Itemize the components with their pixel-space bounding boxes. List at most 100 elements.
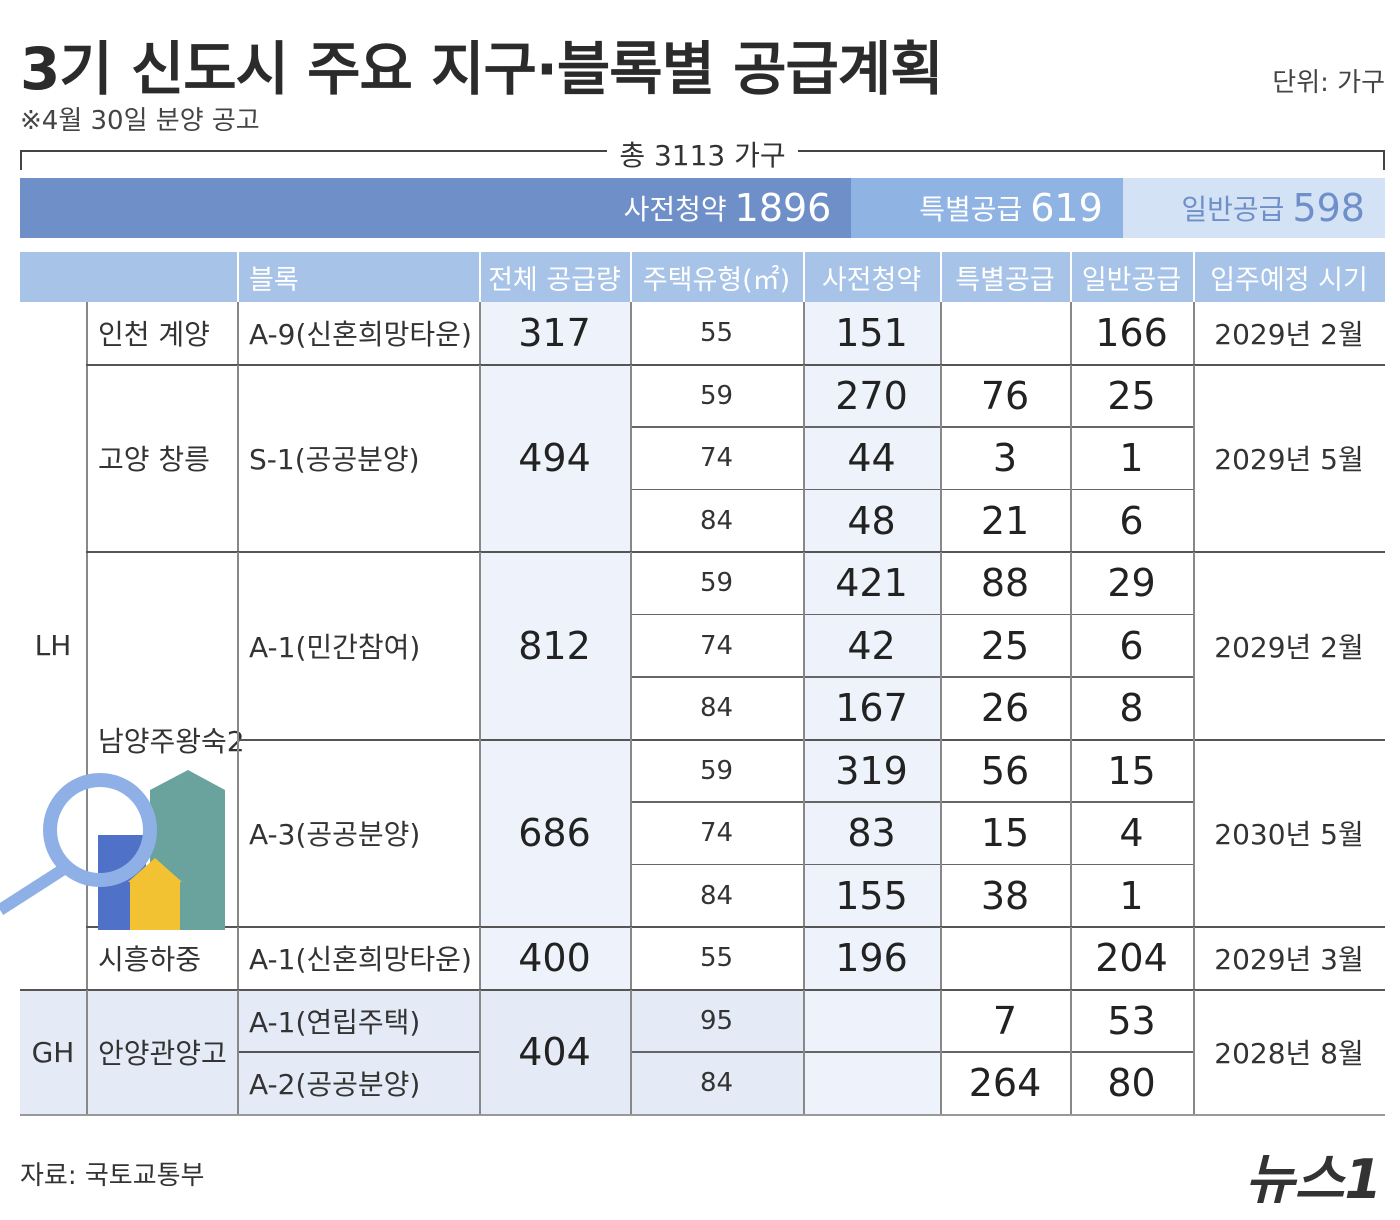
table-cell: 38 — [980, 873, 1030, 918]
table-cell: A-3(공공분양) — [249, 818, 421, 852]
column-header: 사전청약 — [821, 264, 922, 296]
table-cell: 15 — [980, 811, 1030, 856]
column-rule — [237, 364, 239, 552]
title: 3기 신도시 주요 지구·블록별 공급계획 — [20, 35, 944, 103]
table-cell: A-9(신혼희망타운) — [249, 318, 472, 352]
table-cell: 21 — [980, 498, 1030, 543]
header-divider — [940, 252, 942, 302]
table-cell: 166 — [1095, 311, 1168, 356]
table-cell: 1 — [1119, 873, 1144, 918]
column-rule — [803, 927, 805, 990]
table-cell: 59 — [699, 568, 734, 599]
table-cell: 55 — [699, 318, 734, 349]
column-header: 일반공급 — [1081, 264, 1182, 296]
summary-bar: 사전청약 1896 특별공급 619 일반공급 598 — [20, 178, 1385, 238]
table-cell: 2029년 3월 — [1214, 943, 1364, 977]
column-header: 블록 — [249, 264, 299, 296]
table-cell: 2029년 5월 — [1214, 443, 1364, 477]
column-rule — [479, 552, 481, 927]
table-cell: 319 — [835, 748, 908, 793]
block-separator — [237, 738, 1385, 741]
table-cell: 95 — [699, 1005, 734, 1036]
unit: 단위: 가구 — [1272, 68, 1385, 98]
segment-value: 619 — [1030, 186, 1103, 230]
column-rule — [803, 989, 805, 1115]
segment-value: 1896 — [734, 186, 832, 230]
column-rule — [86, 989, 88, 1115]
table-cell: GH — [31, 1035, 75, 1069]
column-rule — [237, 552, 239, 927]
column-rule — [630, 927, 632, 990]
note: ※4월 30일 분양 공고 — [20, 106, 260, 136]
table-cell: A-1(신혼희망타운) — [249, 943, 472, 977]
table-cell: 421 — [835, 561, 908, 606]
table-cell: 74 — [699, 443, 734, 474]
unit-separator — [630, 863, 1193, 865]
table-cell: 80 — [1107, 1061, 1156, 1106]
column-rule — [1070, 364, 1072, 552]
table-cell: A-2(공공분양) — [249, 1068, 421, 1102]
header-divider — [1193, 252, 1195, 302]
logo: 뉴스1 — [1245, 1148, 1382, 1211]
segment-value: 598 — [1292, 186, 1365, 230]
table-cell: 84 — [699, 1068, 734, 1099]
table-cell: 55 — [699, 943, 734, 974]
table-cell: 6 — [1119, 498, 1144, 543]
table-cell: 시흥하중 — [98, 943, 202, 977]
table-cell: 151 — [835, 311, 908, 356]
column-rule — [940, 302, 942, 365]
district-separator — [86, 363, 1385, 366]
column-rule — [1070, 927, 1072, 990]
column-rule — [1193, 364, 1195, 552]
table-cell: 812 — [518, 623, 591, 668]
table-cell: 25 — [1107, 373, 1156, 418]
table-cell: 155 — [835, 873, 908, 918]
column-rule — [1193, 552, 1195, 927]
column-rule — [630, 302, 632, 365]
table-cell: 고양 창릉 — [98, 443, 210, 477]
table-cell: A-1(민간참여) — [249, 630, 421, 664]
table-cell: 15 — [1107, 748, 1156, 793]
column-rule — [479, 927, 481, 990]
table-cell: 167 — [835, 686, 908, 731]
column-rule — [940, 552, 942, 927]
segment-label: 일반공급 — [1181, 193, 1285, 226]
house-roof — [128, 858, 182, 882]
column-rule — [237, 302, 239, 365]
table-cell: 29 — [1107, 561, 1156, 606]
table-cell: 26 — [980, 686, 1030, 731]
table-cell: 6 — [1119, 623, 1144, 668]
header-divider — [1070, 252, 1072, 302]
magnifier-handle — [0, 859, 74, 916]
column-header: 주택유형(㎡) — [642, 264, 791, 296]
table-cell: 53 — [1107, 998, 1156, 1043]
table-cell: 8 — [1119, 686, 1144, 731]
unit-separator — [630, 676, 1193, 678]
column-rule — [1193, 927, 1195, 990]
header-divider — [803, 252, 805, 302]
column-rule — [237, 927, 239, 990]
table-cell: 3 — [992, 436, 1018, 481]
table-cell: 404 — [518, 1030, 591, 1074]
table-cell: LH — [34, 629, 72, 663]
column-rule — [1193, 302, 1195, 365]
illustration — [0, 770, 225, 930]
table-cell: 7 — [992, 998, 1018, 1043]
table-cell: 59 — [699, 380, 734, 411]
header-row — [20, 252, 1385, 302]
table-cell: 84 — [699, 505, 734, 536]
table-cell: 88 — [980, 561, 1030, 606]
table-cell: 4 — [1119, 811, 1144, 856]
table-cell: 2030년 5월 — [1214, 818, 1364, 852]
table-cell: 44 — [847, 436, 896, 481]
column-bg — [479, 302, 630, 1115]
column-header: 특별공급 — [955, 264, 1055, 296]
magnifier — [43, 773, 157, 887]
column-rule — [86, 302, 88, 990]
column-header: 입주예정 시기 — [1210, 264, 1368, 296]
bar-segment: 특별공급 619 — [851, 178, 1123, 238]
unit-separator — [630, 1051, 1193, 1053]
table-cell: 인천 계양 — [98, 318, 210, 352]
